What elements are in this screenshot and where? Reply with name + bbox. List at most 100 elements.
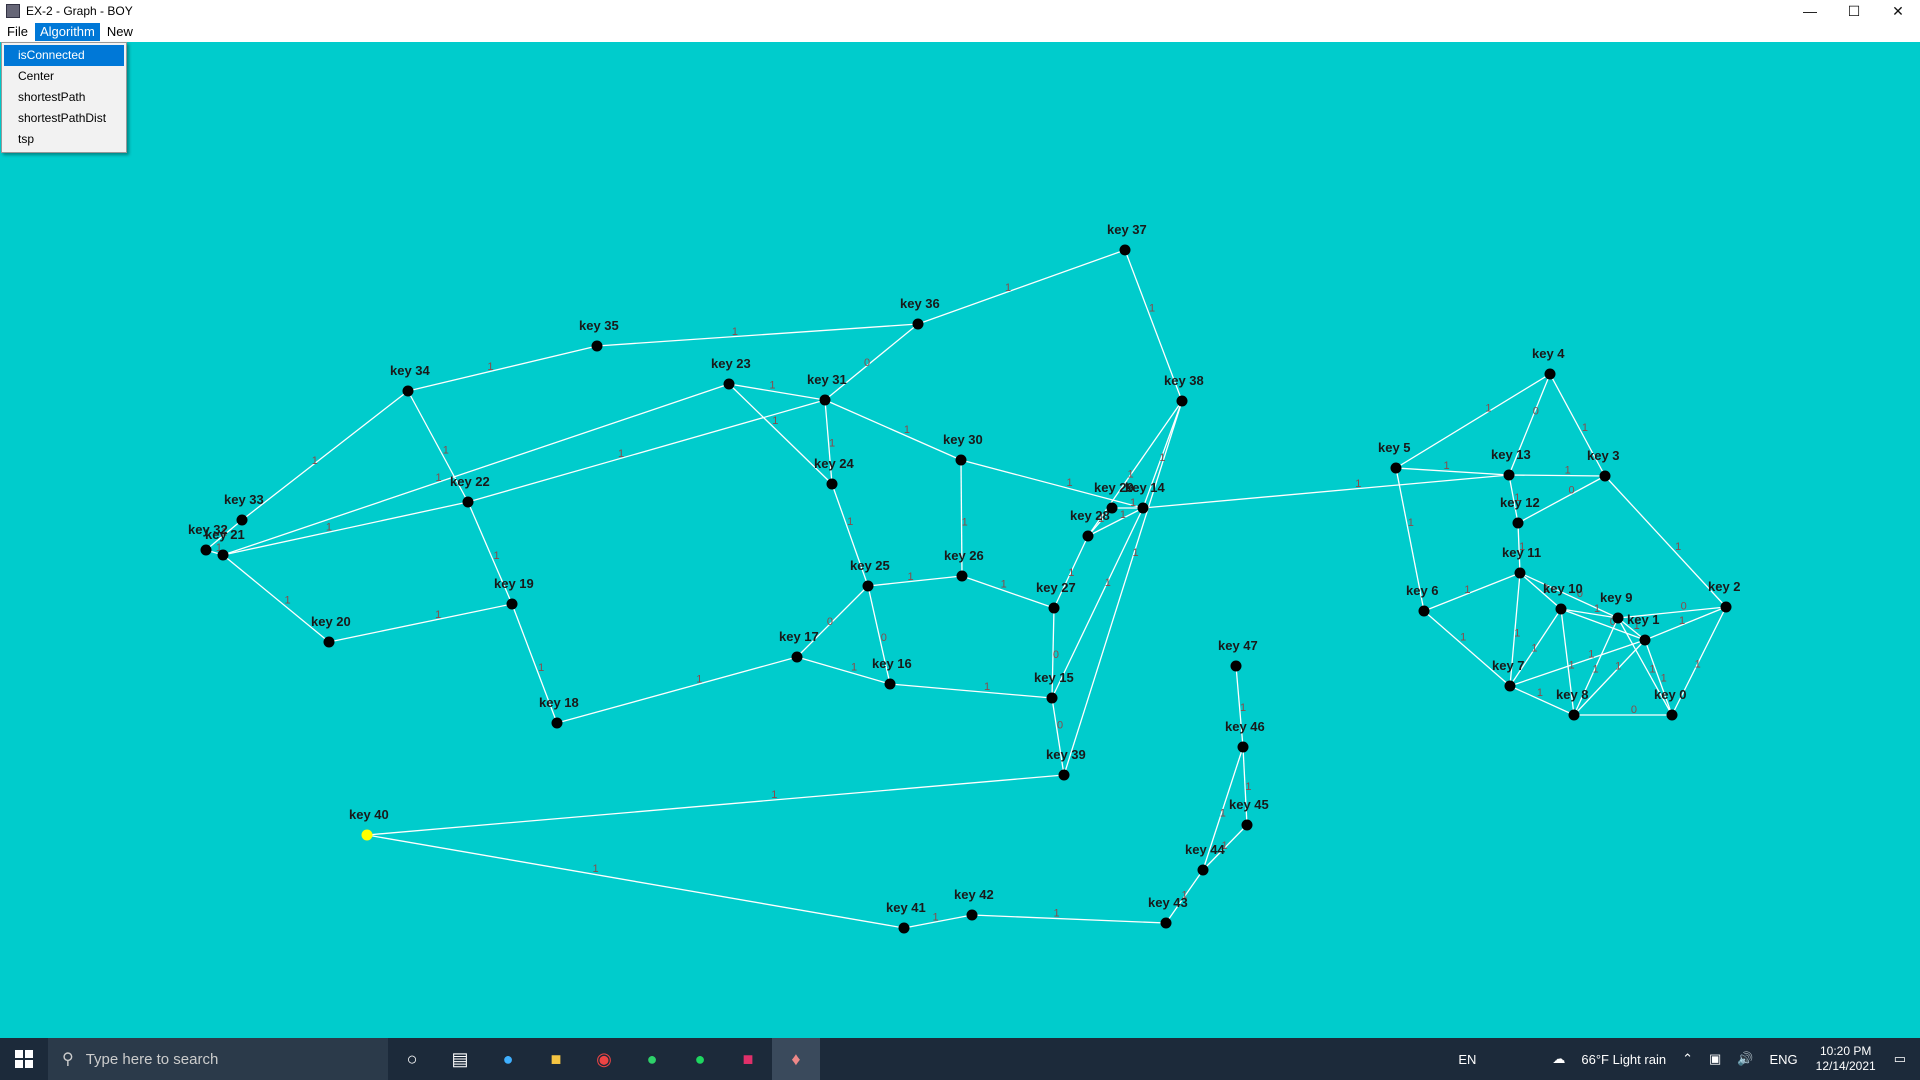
graph-edge [889, 683, 1053, 699]
graph-edge [222, 501, 469, 556]
graph-node[interactable] [1237, 741, 1249, 753]
menu-file[interactable]: File [7, 24, 28, 39]
network-icon[interactable]: ▣ [1708, 1051, 1722, 1066]
graph-node[interactable] [402, 385, 414, 397]
intellij-icon[interactable]: ■ [742, 1048, 754, 1069]
chevron-up-icon[interactable]: ⌃ [1682, 1051, 1693, 1066]
graph-edge [1644, 639, 1673, 716]
menu-item-shortestpath[interactable]: shortestPath [18, 90, 86, 104]
explorer-icon[interactable]: ■ [550, 1048, 562, 1069]
graph-node[interactable] [1639, 634, 1651, 646]
graph-node[interactable] [819, 394, 831, 406]
menu-new[interactable]: New [106, 24, 133, 39]
node-label: key 23 [711, 356, 751, 371]
edge-weight: 1 [1460, 632, 1466, 644]
graph-edge [1142, 474, 1510, 509]
graph-node[interactable] [1048, 602, 1060, 614]
maximize-button[interactable]: ☐ [1847, 2, 1861, 19]
graph-canvas[interactable]: 1 1 0 1 1 1 1 1 0 1 0 1 0 1 1 0 1 1 1 1 1 1 1 1 1 1 0 1 1 1 1 1 1 1 1 1 1 0 0 1… [0, 42, 1920, 1038]
edge-weight: 0 [1577, 588, 1583, 600]
graph-edge [407, 345, 598, 392]
graph-node[interactable] [462, 496, 474, 508]
graph-node[interactable] [1504, 680, 1516, 692]
cortana-icon[interactable]: ○ [406, 1048, 418, 1069]
graph-node[interactable] [361, 829, 373, 841]
java-app-icon[interactable]: ♦ [772, 1038, 820, 1080]
graph-node[interactable] [1512, 517, 1524, 529]
graph-edge [971, 914, 1167, 924]
graph-node[interactable] [323, 636, 335, 648]
graph-node[interactable] [898, 922, 910, 934]
volume-icon[interactable]: 🔊 [1737, 1051, 1754, 1066]
graph-node[interactable] [826, 478, 838, 490]
graph-node[interactable] [200, 544, 212, 556]
graph-node[interactable] [506, 598, 518, 610]
edge-icon[interactable]: ● [502, 1048, 514, 1069]
menu-item-isconnected[interactable]: isConnected [4, 45, 124, 66]
graph-node[interactable] [1058, 769, 1070, 781]
start-button[interactable] [0, 1038, 48, 1080]
menu-item-shortestpathdist[interactable]: shortestPathDist [18, 111, 107, 125]
graph-node[interactable] [591, 340, 603, 352]
graph-node[interactable] [236, 514, 248, 526]
taskview-icon[interactable]: ▤ [451, 1048, 469, 1069]
graph-node[interactable] [1503, 469, 1515, 481]
graph-node[interactable] [1390, 462, 1402, 474]
graph-node[interactable] [1137, 502, 1149, 514]
graph-edge [796, 585, 869, 658]
taskbar-search[interactable]: ⚲ Type here to search [48, 1038, 388, 1080]
graph-node[interactable] [1119, 244, 1131, 256]
graph-node[interactable] [1241, 819, 1253, 831]
graph-node[interactable] [1176, 395, 1188, 407]
chrome-icon[interactable]: ◉ [596, 1048, 612, 1069]
lang-indicator[interactable]: EN [1458, 1051, 1477, 1067]
graph-node[interactable] [956, 570, 968, 582]
graph-node[interactable] [551, 717, 563, 729]
graph-node[interactable] [1612, 612, 1624, 624]
input-lang[interactable]: ENG [1769, 1051, 1798, 1067]
graph-node[interactable] [1046, 692, 1058, 704]
graph-edge [467, 399, 826, 503]
graph-edge [366, 774, 1065, 836]
menu-item-tsp[interactable]: tsp [18, 132, 35, 146]
graph-node[interactable] [1418, 605, 1430, 617]
menu-item-center[interactable]: Center [18, 69, 55, 83]
graph-node[interactable] [1160, 917, 1172, 929]
graph-node[interactable] [1082, 530, 1094, 542]
whatsapp-icon[interactable]: ● [646, 1048, 658, 1069]
minimize-button[interactable]: — [1803, 3, 1817, 19]
graph-node[interactable] [884, 678, 896, 690]
node-label: key 22 [450, 474, 490, 489]
graph-node[interactable] [1230, 660, 1242, 672]
graph-node[interactable] [1599, 470, 1611, 482]
graph-node[interactable] [1720, 601, 1732, 613]
graph-node[interactable] [1106, 502, 1118, 514]
edge-weight: 1 [984, 681, 990, 693]
close-button[interactable]: ✕ [1892, 2, 1904, 19]
spotify-icon[interactable]: ● [694, 1048, 706, 1069]
graph-node[interactable] [1568, 709, 1580, 721]
graph-edge [467, 501, 513, 605]
graph-node[interactable] [1544, 368, 1556, 380]
edge-weight: 1 [1544, 583, 1550, 595]
notification-icon[interactable]: ▭ [1893, 1051, 1906, 1066]
graph-node[interactable] [955, 454, 967, 466]
graph-node[interactable] [791, 651, 803, 663]
node-label: key 4 [1532, 346, 1565, 361]
graph-node[interactable] [1514, 567, 1526, 579]
graph-edge [1509, 572, 1521, 687]
window-title: EX-2 - Graph - BOY [26, 4, 133, 18]
graph-node[interactable] [966, 909, 978, 921]
weather-icon[interactable]: ☁ [1552, 1051, 1566, 1066]
graph-node[interactable] [912, 318, 924, 330]
menu-algorithm[interactable]: Algorithm [34, 23, 100, 41]
graph-node[interactable] [1197, 864, 1209, 876]
graph-node[interactable] [723, 378, 735, 390]
graph-node[interactable] [1666, 709, 1678, 721]
graph-node[interactable] [1555, 603, 1567, 615]
graph-node[interactable] [862, 580, 874, 592]
weather-text[interactable]: 66°F Light rain [1581, 1051, 1667, 1067]
edge-weight: 1 [1221, 840, 1227, 852]
graph-node[interactable] [217, 549, 229, 561]
clock[interactable]: 10:20 PM 12/14/2021 [1806, 1044, 1886, 1074]
